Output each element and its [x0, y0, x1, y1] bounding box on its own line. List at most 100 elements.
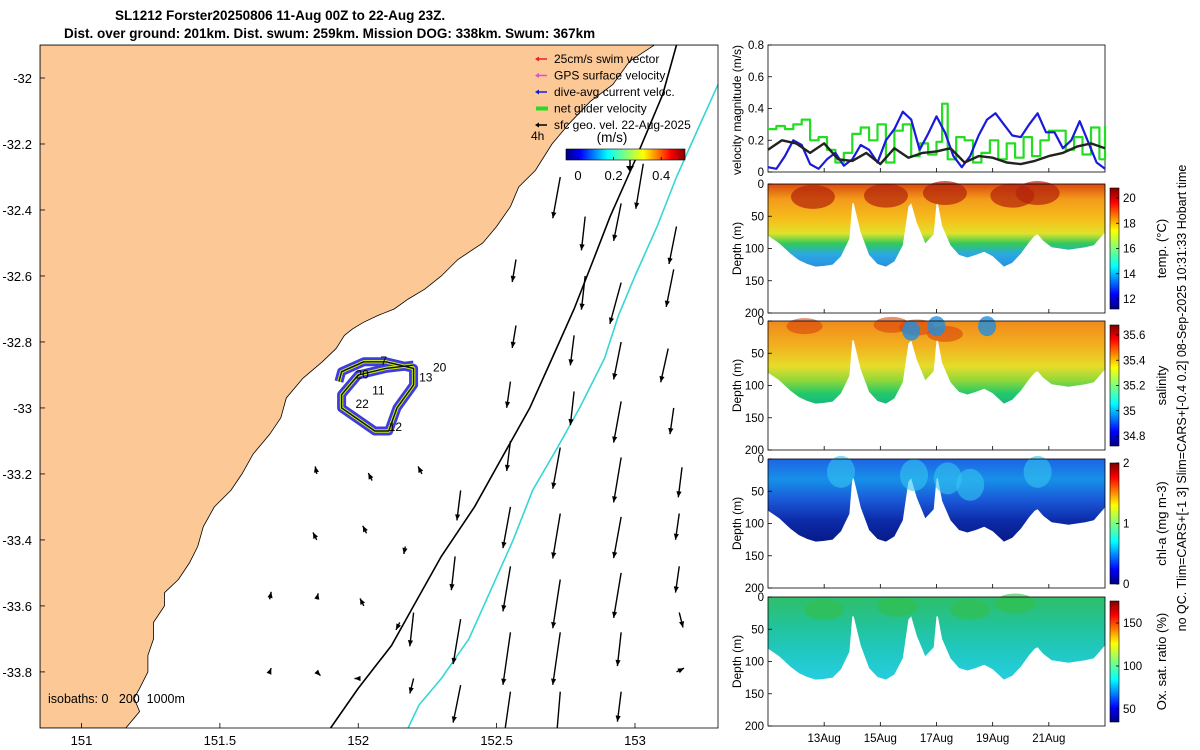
surface-vector: [407, 612, 415, 647]
surface-vector-shaft: [665, 269, 675, 308]
velocity-y-tick-label: 0.4: [748, 104, 765, 116]
surface-vector: [676, 467, 683, 498]
velocity-series-0: [768, 102, 1107, 164]
colorbar-tick-label: 0: [574, 168, 581, 183]
profile-y-tick-label: 150: [745, 413, 764, 425]
legend-label: net glider velocity: [554, 102, 647, 116]
map-x-tick-label: 151: [71, 733, 93, 748]
profile-x-tick-label: 21Aug: [1032, 733, 1065, 745]
surface-vector-head: [360, 598, 365, 605]
legend-label: dive-avg current veloc.: [554, 85, 675, 99]
surface-vector-shaft: [635, 163, 644, 209]
profile-colorbar-label: chl-a (mg m-3): [1154, 481, 1169, 566]
profile-y-tick-label: 150: [745, 689, 764, 701]
legend-item: GPS surface velocity: [535, 69, 665, 83]
surface-vector-shaft: [504, 691, 512, 728]
surface-vector: [667, 226, 678, 265]
surface-vector: [551, 579, 561, 629]
profile-y-tick-label: 200: [745, 721, 764, 733]
surface-vector-head: [449, 583, 455, 591]
surface-vector-head: [505, 401, 511, 408]
profile-colorbar-tick-label: 35.2: [1123, 381, 1145, 393]
surface-vector: [556, 691, 561, 728]
surface-vector-head: [568, 359, 574, 366]
profile-colorbar-tick-label: 35: [1123, 406, 1136, 418]
profile-y-tick-label: 0: [758, 316, 764, 328]
surface-vector: [615, 691, 622, 722]
surface-vector-shaft: [612, 516, 622, 559]
velocity-y-tick-label: 0.2: [748, 135, 764, 147]
surface-vector-head: [510, 275, 516, 282]
surface-vector-head: [267, 591, 273, 599]
surface-vector-head: [612, 496, 618, 503]
surface-vector: [668, 407, 675, 435]
surface-vector-shaft: [609, 282, 622, 324]
profile-y-tick-label: 100: [745, 657, 764, 669]
surface-vector: [501, 632, 512, 685]
surface-vector-head: [612, 373, 618, 380]
profile-x-tick-label: 19Aug: [976, 733, 1009, 745]
surface-vector-head: [579, 244, 585, 251]
surface-vector-shaft: [502, 566, 512, 612]
colorbar-tick-label: 0.4: [652, 168, 670, 183]
profile-colorbar: [1109, 600, 1120, 723]
velocity-series-1: [767, 110, 1106, 170]
surface-vector-head: [551, 482, 557, 489]
surface-vector: [362, 525, 368, 534]
surface-vector-head: [418, 466, 424, 473]
surface-vector-head: [615, 659, 621, 667]
surface-vector-head: [659, 375, 665, 383]
surface-vector-head: [451, 657, 457, 665]
legend-label: sfc geo. vel. 22-Aug-2025: [554, 118, 691, 132]
temperature-warm-patch: [1015, 181, 1060, 206]
profile-y-tick-label: 50: [751, 211, 764, 223]
surface-vector-shaft: [556, 691, 561, 728]
surface-vector: [314, 669, 321, 677]
profile-colorbar-tick-label: 20: [1123, 193, 1136, 205]
profile-y-tick-label: 50: [751, 624, 764, 636]
map-x-tick-label: 151.5: [204, 733, 237, 748]
surface-vector: [612, 203, 622, 242]
track-day-label: 11: [372, 384, 385, 398]
surface-vector: [354, 675, 361, 682]
legend-item: dive-avg current veloc.: [535, 85, 675, 99]
surface-vector-head: [551, 621, 557, 629]
legend-label: 25cm/s swim vector: [554, 52, 659, 66]
surface-vector: [579, 216, 586, 251]
surface-vector: [417, 466, 424, 475]
profile-y-tick-label: 0: [758, 454, 764, 466]
map-x-tick-label: 152.5: [480, 733, 513, 748]
surface-vector: [505, 381, 512, 408]
track-day-label: 20: [355, 367, 369, 381]
surface-vector: [266, 667, 272, 675]
surface-vector-shaft: [502, 632, 512, 685]
surface-vector-head: [615, 715, 621, 722]
legend-time-suffix: 4h: [531, 129, 544, 143]
surface-vector: [314, 593, 320, 600]
profile-colorbar-tick-label: 34.8: [1123, 431, 1145, 443]
surface-vector: [551, 513, 561, 559]
profile-colorbar-tick-label: 1: [1123, 519, 1129, 531]
map-y-tick-label: -32.8: [2, 335, 32, 350]
profile-x-tick-label: 17Aug: [920, 733, 953, 745]
surface-vector-shaft: [612, 341, 622, 380]
colorbar-gradient: [565, 148, 686, 161]
oxygen-high-patch: [950, 599, 991, 620]
chlorophyll-high-patch: [956, 468, 985, 501]
surface-vector: [501, 566, 512, 612]
surface-vector: [612, 572, 622, 619]
salinity-low-patch: [902, 320, 921, 341]
profile-data-field: [768, 321, 1105, 404]
legend-item: sfc geo. vel. 22-Aug-2025: [535, 118, 691, 132]
chlorophyll-high-patch: [900, 459, 929, 492]
velocity-y-tick-label: 0.8: [748, 40, 764, 52]
surface-vector: [579, 275, 586, 310]
surface-vector: [664, 269, 675, 308]
surface-vector-shaft: [552, 176, 561, 219]
surface-vector: [568, 391, 575, 426]
surface-vector-shaft: [452, 619, 462, 665]
surface-vector-head: [579, 303, 585, 310]
map-x-ticks: 151 151.5 152 152.5 153: [71, 723, 646, 748]
surface-vector: [504, 691, 512, 728]
